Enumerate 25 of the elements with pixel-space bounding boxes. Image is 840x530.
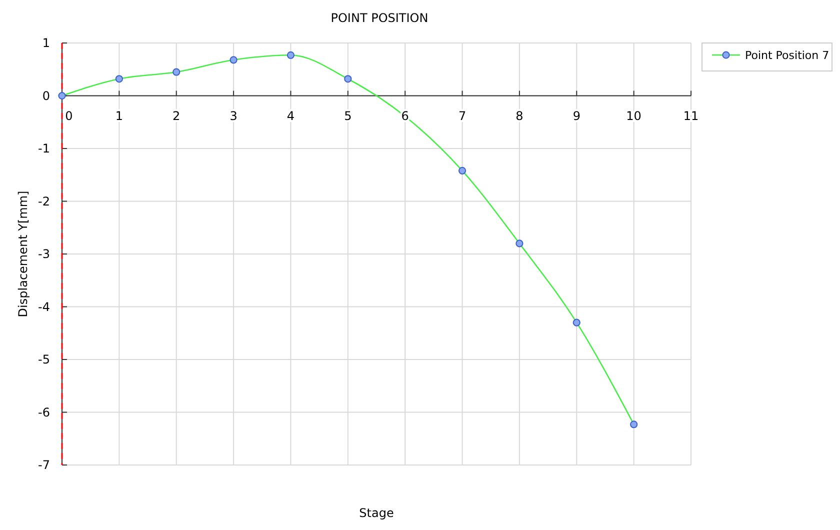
chart-title: POINT POSITION [330,11,428,25]
x-tick-label: 10 [626,108,642,123]
x-tick-label: 1 [115,108,123,123]
x-tick-label: 9 [572,108,580,123]
x-tick-label: 6 [401,108,409,123]
y-tick-label: -4 [38,300,50,314]
y-tick-label: -6 [38,405,50,420]
y-tick-label: -1 [38,142,50,156]
x-tick-label: 7 [458,108,466,123]
x-tick-label: 4 [286,108,295,123]
x-tick-label: 5 [344,108,352,123]
y-tick-label: -5 [38,352,50,366]
x-tick-label: 8 [516,108,524,123]
x-tick-label: 3 [230,108,238,123]
y-tick-label: -3 [38,247,50,261]
x-axis-title: Stage [359,506,394,520]
x-tick-label: 11 [683,108,699,123]
y-axis-title: Displacement Y[mm] [16,190,30,318]
legend-label: Point Position 7 [745,49,830,62]
y-tick-label: -2 [38,194,50,208]
x-tick-label: 2 [172,108,180,123]
y-tick-label: 1 [42,36,50,50]
x-tick-label: 0 [65,108,73,123]
y-tick-label: 0 [42,88,50,103]
y-tick-label: -7 [38,458,50,472]
